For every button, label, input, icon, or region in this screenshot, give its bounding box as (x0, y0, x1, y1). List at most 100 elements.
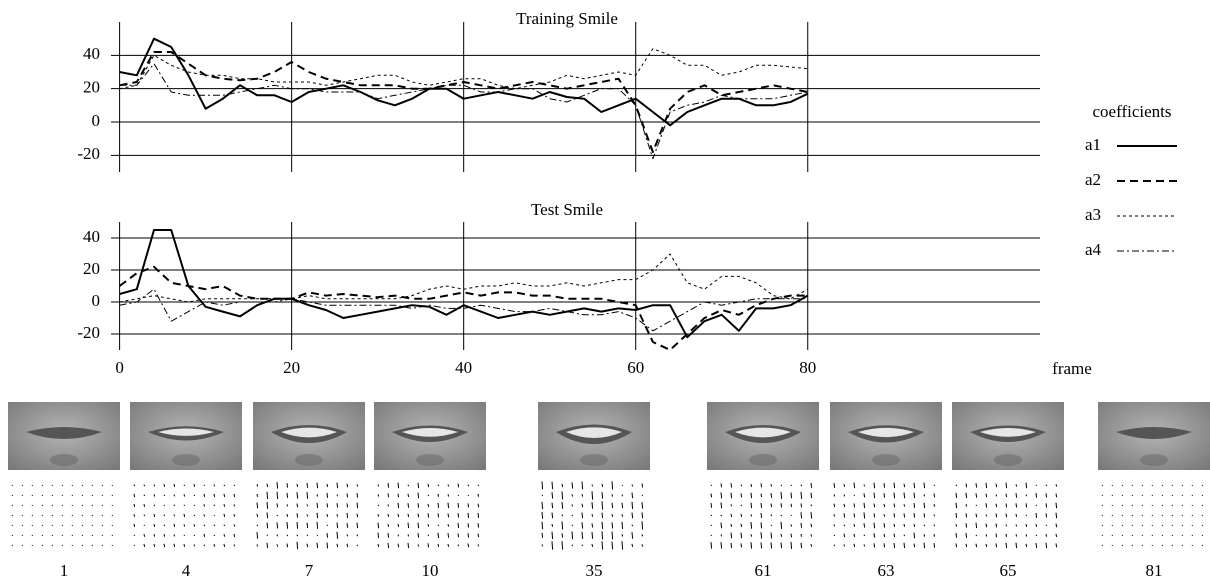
flow-vector (51, 524, 53, 527)
flow-vector (213, 534, 216, 537)
flow-vector (296, 483, 299, 488)
flow-vector (101, 524, 103, 527)
flow-vector (133, 503, 136, 507)
flow-vector (641, 502, 644, 509)
flow-vector (893, 492, 896, 499)
flow-vector (316, 521, 319, 529)
flow-vector (863, 544, 866, 547)
flow-vector (346, 534, 349, 537)
flow-vector (913, 543, 916, 548)
flow-vector (387, 482, 390, 488)
flow-vector (611, 522, 614, 529)
flow-vector (203, 484, 206, 487)
flow-vector (913, 532, 916, 539)
flow-vector (730, 542, 733, 549)
flow-vector (621, 513, 624, 517)
flow-vector (256, 484, 259, 487)
flow-vector (551, 512, 554, 519)
flow-vector (477, 493, 480, 497)
flow-vector (276, 514, 279, 517)
flow-vector (581, 512, 584, 519)
flow-vector (591, 523, 594, 528)
flow-vector (965, 543, 968, 548)
flow-vector (561, 501, 564, 509)
flow-vector (571, 482, 574, 489)
flow-vector (213, 544, 216, 547)
flow-vector (223, 524, 226, 527)
data-line (119, 265, 808, 351)
flow-vector (1025, 543, 1028, 548)
flow-vector (780, 484, 783, 487)
flow-vector (266, 483, 269, 488)
flow-vector (975, 534, 978, 537)
flow-vector (810, 543, 813, 547)
flow-vector (750, 534, 753, 537)
flow-vector (397, 513, 400, 518)
flow-vector (810, 482, 813, 488)
flow-vector (985, 523, 988, 528)
flow-vector (11, 494, 13, 497)
flow-vector (985, 543, 988, 547)
flow-vector (1151, 504, 1153, 507)
flow-vector (863, 493, 866, 498)
flow-vector (810, 523, 813, 528)
flow-vector (143, 494, 146, 497)
flow-vector (81, 544, 83, 547)
flow-vector (326, 533, 329, 538)
flow-vector (863, 512, 866, 519)
flow-vector (883, 483, 886, 488)
flow-vector (437, 543, 440, 547)
flow-vector (51, 504, 53, 507)
flow-vector (101, 544, 103, 547)
y-tick-label: 40 (83, 44, 100, 63)
flow-vector (111, 514, 113, 517)
flow-vector (923, 542, 926, 549)
flow-vector (173, 534, 176, 537)
flow-vector (621, 541, 624, 550)
flow-vector (326, 542, 329, 549)
flow-vector (153, 484, 156, 487)
flow-vector (1191, 524, 1193, 527)
flow-vector (477, 544, 480, 547)
flow-vector (223, 484, 226, 487)
x-tick-label: 60 (627, 358, 644, 377)
flow-vector (31, 514, 33, 517)
flow-vector (800, 522, 803, 528)
flow-vector (447, 524, 450, 527)
flow-vector (276, 544, 279, 547)
flow-vector (1035, 484, 1038, 487)
flow-vector (833, 524, 836, 527)
flow-vector (91, 484, 93, 487)
flow-vector (111, 524, 113, 527)
flow-vector (21, 514, 23, 517)
flow-vector (223, 503, 226, 507)
y-tick-label: 0 (92, 111, 101, 130)
flow-vector (1161, 514, 1163, 517)
flow-vector (985, 514, 988, 517)
flow-vector (91, 504, 93, 507)
flow-vector (346, 503, 349, 508)
flow-vector (1131, 544, 1133, 547)
chin-shadow (416, 454, 444, 466)
flow-vector (561, 514, 564, 517)
flow-vector (61, 494, 63, 497)
flow-vector (296, 534, 299, 537)
flow-vector (621, 502, 624, 509)
frame-label: 61 (755, 561, 772, 580)
flow-vector (923, 482, 926, 489)
flow-vector (800, 503, 803, 508)
flow-vector (985, 493, 988, 498)
flow-vector (1055, 502, 1058, 509)
flow-vector (356, 493, 359, 498)
flow-vector (203, 524, 206, 527)
flow-vector (750, 522, 753, 529)
flow-vector (903, 513, 906, 518)
flow-vector (873, 543, 876, 548)
flow-vector (346, 493, 349, 498)
flow-vector (467, 523, 470, 528)
flow-vector (233, 544, 236, 547)
flow-vector (407, 534, 410, 537)
flow-vector (336, 482, 339, 489)
flow-vector (1131, 504, 1133, 507)
